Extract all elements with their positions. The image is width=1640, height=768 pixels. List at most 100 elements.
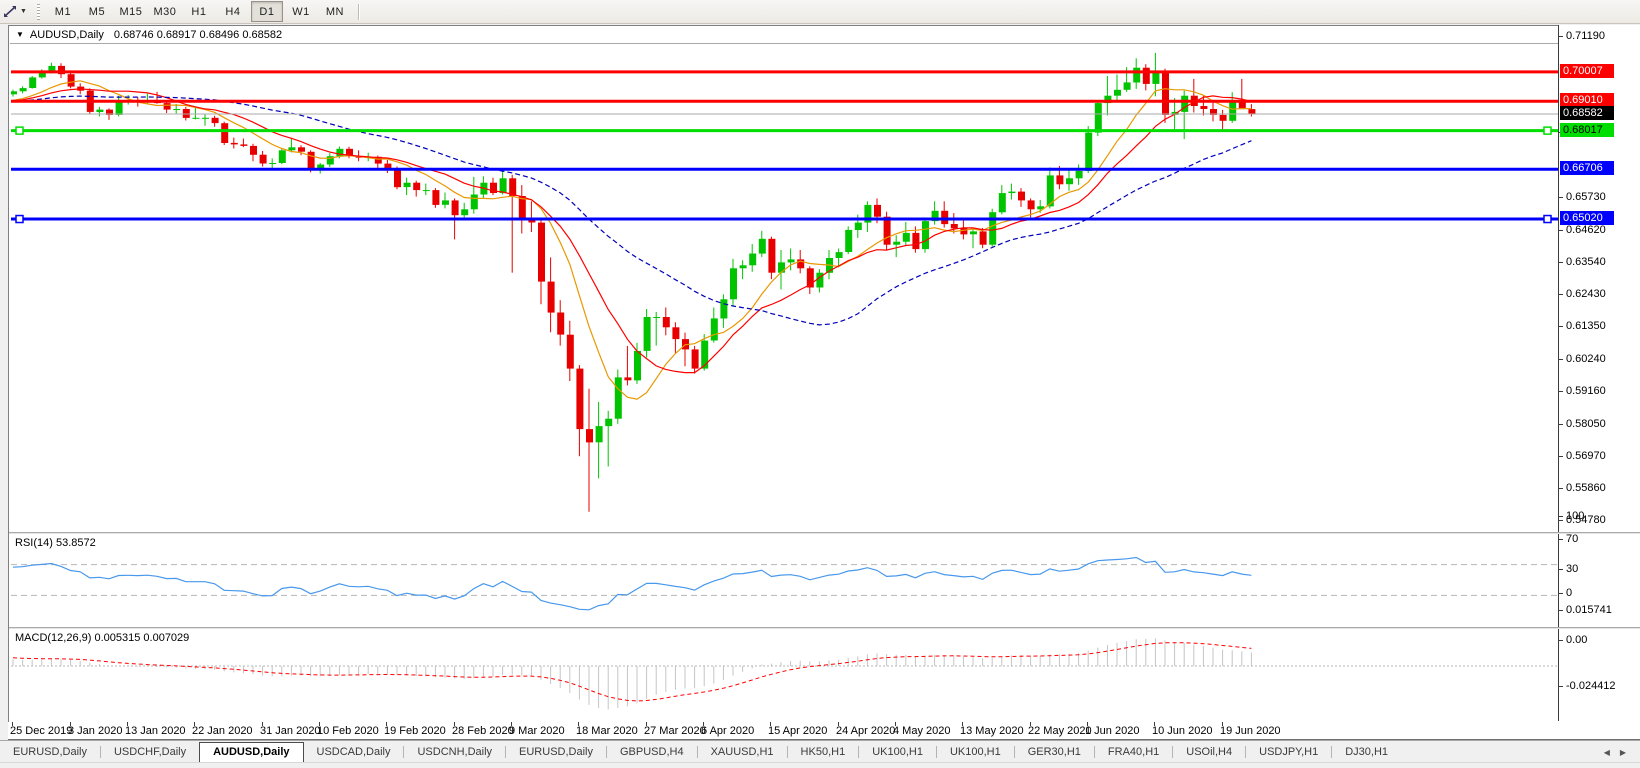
rsi-tick-mark — [1559, 539, 1563, 540]
timeframe-button-w1[interactable]: W1 — [292, 5, 310, 18]
date-tick-label: 22 May 2020 — [1028, 725, 1092, 737]
tab-divider — [1331, 746, 1333, 758]
macd-tick-label: 0.00 — [1566, 634, 1588, 646]
timeframe-toolbar: ▼ M1 M5 M15 M30 H1 H4 D1 W1 MN — [0, 0, 1640, 24]
price-tick-mark — [1559, 326, 1563, 327]
tab-divider — [1093, 746, 1095, 758]
timeframe-button-h4[interactable]: H4 — [225, 5, 241, 18]
price-tick-mark — [1559, 359, 1563, 360]
level-price-badge: 0.66706 — [1560, 161, 1614, 175]
date-tick-mark — [511, 722, 512, 726]
price-chart — [11, 52, 1559, 512]
timeframe-button-mn[interactable]: MN — [325, 5, 344, 18]
timeframe-button-d1[interactable]: D1 — [250, 1, 283, 22]
macd-tick-label: -0.024412 — [1566, 680, 1616, 692]
chart-tab-ger30-h1[interactable]: GER30,H1 — [1027, 746, 1081, 758]
tab-scroll-arrows: ◀ ▶ — [1604, 748, 1626, 757]
price-tick-mark — [1559, 424, 1563, 425]
chart-tab-eurusd-daily[interactable]: EURUSD,Daily — [519, 746, 593, 758]
price-tick-mark — [1559, 488, 1563, 489]
date-tick-label: 13 May 2020 — [960, 725, 1024, 737]
chart-tab-uk100-h1[interactable]: UK100,H1 — [949, 746, 1001, 758]
chart-tab-usdjpy-h1[interactable]: USDJPY,H1 — [1259, 746, 1319, 758]
date-tick-label: 25 Dec 2019 — [10, 725, 73, 737]
date-tick-label: 19 Jun 2020 — [1220, 725, 1281, 737]
date-tick-label: 28 Feb 2020 — [452, 725, 514, 737]
macd-splitter[interactable] — [9, 627, 1640, 629]
price-tick-label: 0.56970 — [1566, 450, 1606, 462]
chart-symbol-label: AUDUSD,Daily — [29, 28, 104, 41]
date-tick-mark — [12, 722, 13, 726]
macd-label: MACD(12,26,9) 0.005315 0.007029 — [15, 632, 190, 644]
timeframe-button-m30[interactable]: M30 — [153, 5, 177, 18]
chart-tab-usdchf-daily[interactable]: USDCHF,Daily — [113, 746, 187, 758]
macd-chart — [11, 638, 1559, 710]
chart-tab-usdcad-daily[interactable]: USDCAD,Daily — [316, 746, 391, 758]
date-tick-label: 24 Apr 2020 — [836, 725, 896, 737]
chart-tab-uk100-h1[interactable]: UK100,H1 — [872, 746, 923, 758]
tab-scroll-right-icon[interactable]: ▶ — [1619, 747, 1626, 757]
date-tick-mark — [646, 722, 647, 726]
date-tick-label: 19 Feb 2020 — [384, 725, 446, 737]
timeframe-button-m15[interactable]: M15 — [119, 5, 143, 18]
tab-divider — [858, 746, 860, 758]
rsi-tick-label: 70 — [1566, 533, 1579, 545]
chart-tab-gbpusd-h4[interactable]: GBPUSD,H4 — [620, 746, 684, 758]
rsi-tick-mark — [1559, 569, 1563, 570]
timeframe-button-m1[interactable]: M1 — [54, 5, 72, 18]
date-tick-label: 22 Jan 2020 — [192, 725, 253, 737]
date-tick-mark — [262, 722, 263, 726]
chart-tool-icon[interactable] — [0, 2, 20, 21]
chart-tab-fra40-h1[interactable]: FRA40,H1 — [1107, 746, 1160, 758]
tab-divider — [1013, 746, 1015, 758]
tab-divider — [1245, 746, 1247, 758]
level-price-badge: 0.69010 — [1560, 93, 1614, 107]
macd-tick-mark — [1559, 686, 1563, 687]
rsi-tick-label: 30 — [1566, 563, 1579, 575]
chart-tab-eurusd-daily[interactable]: EURUSD,Daily — [13, 746, 87, 758]
timeframe-button-h1[interactable]: H1 — [191, 5, 207, 18]
date-tick-mark — [838, 722, 839, 726]
macd-tick-label: 0.015741 — [1566, 604, 1612, 616]
chart-tab-usdcnh-daily[interactable]: USDCNH,Daily — [417, 746, 493, 758]
toolbar-grip[interactable] — [36, 3, 40, 20]
one-click-trading-icon[interactable]: ▼ — [16, 30, 24, 39]
date-tick-mark — [962, 722, 963, 726]
date-tick-label: 31 Jan 2020 — [260, 725, 321, 737]
date-tick-mark — [703, 722, 704, 726]
chart-window: ▼ AUDUSD,Daily 0.68746 0.68917 0.68496 0… — [8, 25, 1640, 740]
chart-ohlc-values: 0.68746 0.68917 0.68496 0.68582 — [113, 28, 283, 41]
date-tick-mark — [194, 722, 195, 726]
price-tick-mark — [1559, 520, 1563, 521]
chart-tab-xauusd-h1[interactable]: XAUUSD,H1 — [710, 746, 774, 758]
date-tick-label: 1 Jun 2020 — [1085, 725, 1140, 737]
tab-divider — [1172, 746, 1174, 758]
chart-tab-usoil-h4[interactable]: USOil,H4 — [1186, 746, 1233, 758]
rsi-tick-label: 100 — [1566, 510, 1585, 522]
chart-tab-audusd-daily[interactable]: AUDUSD,Daily — [199, 741, 304, 763]
date-tick-label: 3 Jan 2020 — [68, 725, 123, 737]
chart-frame-bottom — [8, 739, 1640, 740]
tab-divider — [935, 746, 937, 758]
price-tick-label: 0.54780 — [1566, 514, 1606, 526]
date-tick-mark — [386, 722, 387, 726]
tab-divider — [99, 746, 101, 758]
tab-scroll-left-icon[interactable]: ◀ — [1603, 747, 1610, 757]
rsi-splitter[interactable] — [9, 532, 1640, 534]
price-tick-label: 0.62430 — [1566, 288, 1606, 300]
timeframe-button-m5[interactable]: M5 — [88, 5, 106, 18]
chart-tab-hk50-h1[interactable]: HK50,H1 — [800, 746, 846, 758]
chart-tab-dj30-h1[interactable]: DJ30,H1 — [1345, 746, 1389, 758]
status-bar — [0, 762, 1640, 768]
date-tick-mark — [895, 722, 896, 726]
tab-divider — [786, 746, 788, 758]
tab-divider — [403, 746, 405, 758]
current-price-badge: 0.68582 — [1560, 106, 1614, 120]
price-tick-label: 0.64620 — [1566, 224, 1606, 236]
chart-tool-dropdown-icon[interactable]: ▼ — [20, 8, 27, 15]
price-tick-label: 0.65730 — [1566, 191, 1606, 203]
date-tick-label: 10 Jun 2020 — [1152, 725, 1213, 737]
rsi-label: RSI(14) 53.8572 — [15, 537, 96, 549]
date-tick-mark — [1222, 722, 1223, 726]
